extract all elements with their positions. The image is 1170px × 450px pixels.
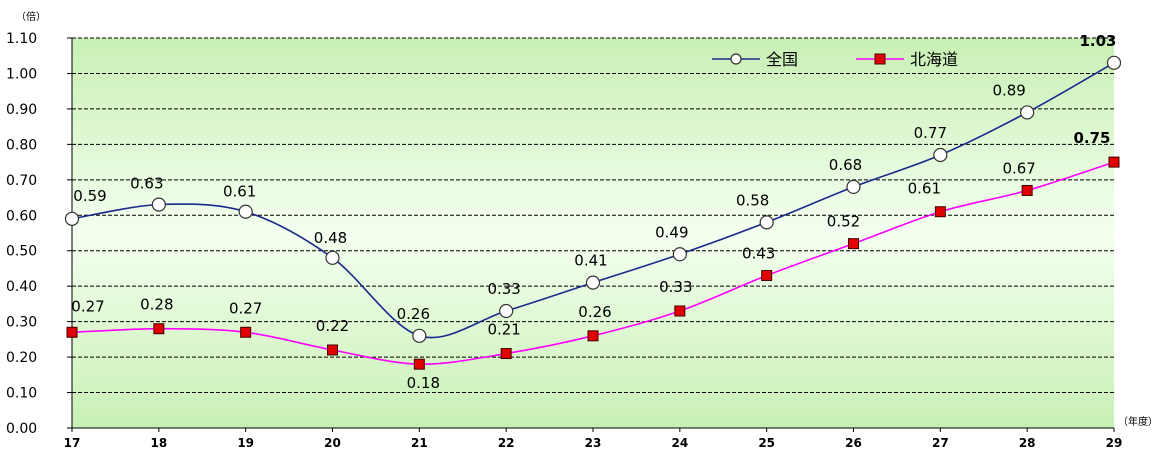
x-tick-label: 28	[1019, 436, 1036, 450]
data-label: 0.48	[314, 229, 347, 247]
data-label: 0.63	[130, 175, 163, 193]
y-tick-label: 1.00	[6, 66, 37, 82]
data-point	[933, 147, 948, 163]
x-tick-label: 26	[845, 436, 862, 450]
data-label: 0.61	[908, 180, 941, 198]
data-point	[238, 204, 253, 219]
x-tick-label: 19	[237, 436, 254, 450]
x-tick-label: 25	[758, 436, 775, 450]
data-label: 0.43	[742, 245, 775, 263]
data-label: 0.26	[578, 303, 611, 321]
data-point	[585, 275, 601, 290]
data-point	[672, 247, 687, 262]
plot-area	[72, 38, 1114, 428]
data-point	[66, 326, 78, 338]
data-point	[64, 211, 80, 226]
data-point	[934, 206, 946, 218]
data-label: 0.89	[992, 81, 1025, 99]
data-label: 0.67	[1002, 159, 1035, 177]
data-label: 0.27	[71, 297, 104, 315]
data-point	[761, 270, 773, 282]
data-label: 0.75	[1073, 129, 1110, 147]
data-point	[846, 179, 861, 195]
data-label: 0.26	[397, 305, 430, 323]
data-label: 0.28	[140, 296, 173, 314]
series-group: 0.59 0.63 0.61 0.48 0.26 0.33 0.41 0.49 0.58 0.68…	[64, 32, 1122, 392]
data-label: 0.59	[73, 187, 106, 205]
data-label: 0.68	[829, 156, 862, 174]
data-point	[759, 215, 774, 230]
x-tick-label: 17	[64, 436, 81, 450]
data-point	[674, 305, 686, 317]
y-axis-ticks: 0.00 0.10 0.20 0.30 0.40 0.50 0.60 0.70 0.80 0.90…	[6, 31, 72, 437]
y-tick-label: 0.50	[6, 244, 37, 260]
data-point	[153, 323, 165, 335]
data-point	[848, 238, 859, 250]
y-tick-label: 0.70	[6, 173, 37, 189]
data-label: 0.33	[659, 278, 692, 296]
data-point	[413, 358, 425, 370]
x-tick-label: 18	[150, 436, 167, 450]
data-point	[1108, 156, 1120, 168]
y-tick-label: 0.00	[6, 421, 37, 437]
data-point	[1106, 55, 1122, 70]
series-zenkoku: 0.59 0.63 0.61 0.48 0.26 0.33 0.41 0.49 0.58 0.68…	[64, 32, 1122, 343]
y-tick-label: 0.20	[6, 350, 37, 366]
y-unit-label: （倍）	[16, 10, 46, 23]
data-point	[1021, 184, 1033, 196]
x-tick-label: 23	[585, 436, 602, 450]
data-label: 0.21	[487, 321, 520, 339]
legend-label: 全国	[766, 50, 798, 69]
legend: 全国 北海道	[712, 50, 958, 69]
legend-marker	[874, 53, 886, 65]
y-tick-label: 0.90	[6, 102, 37, 118]
data-label: 0.61	[223, 183, 256, 201]
y-tick-label: 0.30	[6, 315, 37, 331]
y-tick-label: 0.10	[6, 386, 37, 402]
data-point	[240, 326, 252, 338]
legend-marker	[730, 53, 742, 65]
data-label: 0.33	[487, 280, 520, 298]
x-unit-label: （年度）	[1118, 415, 1158, 428]
data-label: 0.27	[229, 299, 262, 317]
x-axis-ticks: 17 18 19 20 21 22 23 24 25 26 27 28 29	[64, 428, 1123, 450]
x-tick-label: 22	[498, 436, 515, 450]
data-label: 0.52	[827, 213, 860, 231]
data-label: 0.58	[736, 191, 769, 209]
data-label: 0.77	[914, 124, 947, 142]
x-tick-label: 24	[671, 436, 688, 450]
x-tick-label: 27	[932, 436, 949, 450]
data-point	[499, 303, 514, 319]
data-point	[587, 330, 599, 342]
data-point	[500, 348, 512, 360]
y-tick-label: 0.60	[6, 208, 37, 224]
data-label: 0.18	[407, 374, 440, 392]
data-point	[325, 250, 340, 265]
legend-label: 北海道	[910, 50, 958, 69]
data-label: 0.49	[655, 223, 688, 241]
data-point	[151, 197, 166, 212]
series-hokkaido: 0.27 0.28 0.27 0.22 0.18 0.21 0.26 0.33 0.43 0.52…	[66, 129, 1120, 392]
data-label: 0.41	[574, 252, 607, 270]
data-point	[412, 328, 427, 343]
x-tick-label: 21	[411, 436, 428, 450]
y-tick-label: 0.40	[6, 279, 37, 295]
x-tick-label: 20	[324, 436, 341, 450]
data-label: 0.22	[316, 317, 349, 335]
x-tick-label: 29	[1106, 436, 1123, 450]
data-point	[1020, 105, 1035, 120]
data-point	[327, 344, 338, 356]
data-label: 1.03	[1079, 32, 1116, 50]
y-tick-label: 1.10	[6, 31, 37, 47]
y-tick-label: 0.80	[6, 137, 37, 153]
